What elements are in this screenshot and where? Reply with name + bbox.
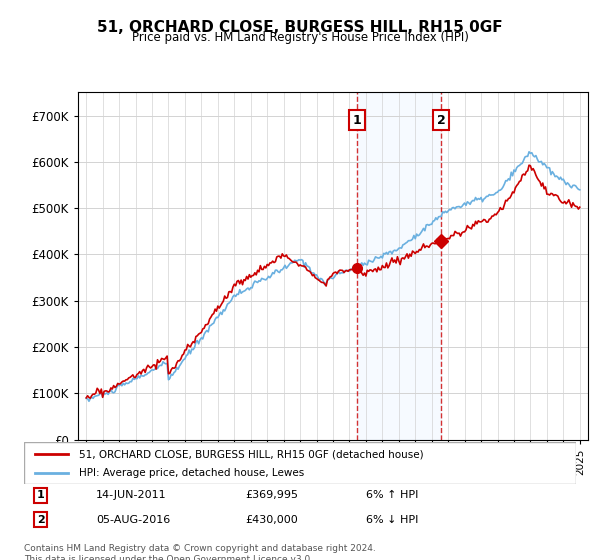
Bar [357, 92, 441, 440]
FancyBboxPatch shape [24, 442, 576, 484]
Text: £369,995: £369,995 [245, 491, 298, 501]
Text: 1: 1 [37, 491, 44, 501]
Text: 2: 2 [437, 114, 446, 127]
Text: Price paid vs. HM Land Registry's House Price Index (HPI): Price paid vs. HM Land Registry's House … [131, 31, 469, 44]
Text: 6% ↑ HPI: 6% ↑ HPI [366, 491, 419, 501]
Text: Contains HM Land Registry data © Crown copyright and database right 2024.
This d: Contains HM Land Registry data © Crown c… [24, 544, 376, 560]
Text: HPI: Average price, detached house, Lewes: HPI: Average price, detached house, Lewe… [79, 468, 304, 478]
Text: 2: 2 [37, 515, 44, 525]
Text: 51, ORCHARD CLOSE, BURGESS HILL, RH15 0GF: 51, ORCHARD CLOSE, BURGESS HILL, RH15 0G… [97, 20, 503, 35]
Text: 05-AUG-2016: 05-AUG-2016 [96, 515, 170, 525]
Text: 6% ↓ HPI: 6% ↓ HPI [366, 515, 419, 525]
Text: 14-JUN-2011: 14-JUN-2011 [96, 491, 166, 501]
Text: 51, ORCHARD CLOSE, BURGESS HILL, RH15 0GF (detached house): 51, ORCHARD CLOSE, BURGESS HILL, RH15 0G… [79, 449, 424, 459]
Text: 1: 1 [352, 114, 361, 127]
Text: £430,000: £430,000 [245, 515, 298, 525]
